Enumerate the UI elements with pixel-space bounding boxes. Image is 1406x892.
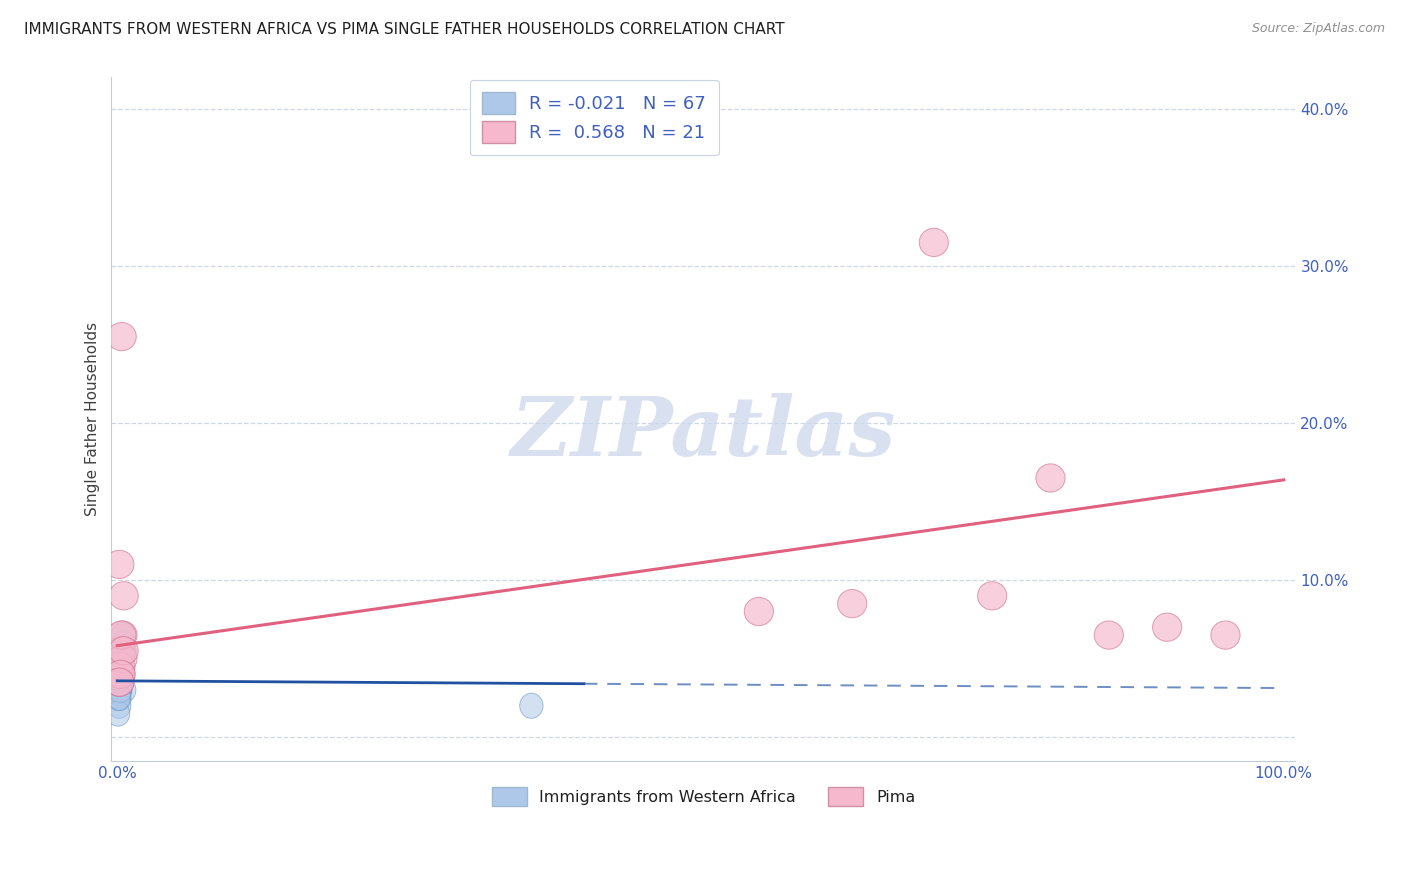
Ellipse shape [110, 637, 138, 665]
Ellipse shape [107, 685, 129, 710]
Ellipse shape [111, 654, 135, 679]
Ellipse shape [110, 670, 132, 695]
Ellipse shape [105, 668, 134, 697]
Ellipse shape [108, 678, 131, 703]
Ellipse shape [108, 685, 131, 710]
Ellipse shape [108, 670, 132, 695]
Ellipse shape [110, 662, 134, 687]
Ellipse shape [107, 685, 131, 710]
Ellipse shape [108, 678, 131, 703]
Y-axis label: Single Father Households: Single Father Households [86, 322, 100, 516]
Ellipse shape [110, 654, 132, 679]
Text: Source: ZipAtlas.com: Source: ZipAtlas.com [1251, 22, 1385, 36]
Ellipse shape [111, 646, 135, 671]
Ellipse shape [108, 670, 132, 695]
Ellipse shape [110, 662, 134, 687]
Ellipse shape [107, 701, 129, 726]
Ellipse shape [107, 685, 129, 710]
Ellipse shape [1153, 613, 1181, 641]
Ellipse shape [920, 228, 949, 257]
Ellipse shape [105, 660, 135, 689]
Ellipse shape [107, 678, 131, 703]
Ellipse shape [107, 685, 131, 710]
Ellipse shape [107, 678, 131, 703]
Ellipse shape [108, 678, 131, 703]
Ellipse shape [111, 623, 135, 648]
Ellipse shape [108, 678, 131, 703]
Ellipse shape [105, 668, 134, 697]
Ellipse shape [112, 638, 135, 664]
Ellipse shape [108, 662, 132, 687]
Ellipse shape [107, 678, 131, 703]
Ellipse shape [108, 670, 132, 695]
Ellipse shape [105, 652, 135, 681]
Ellipse shape [110, 654, 134, 679]
Ellipse shape [111, 654, 135, 679]
Ellipse shape [110, 662, 134, 687]
Ellipse shape [520, 693, 543, 718]
Text: ZIPatlas: ZIPatlas [510, 392, 896, 473]
Ellipse shape [110, 662, 132, 687]
Ellipse shape [107, 685, 131, 710]
Ellipse shape [111, 662, 134, 687]
Ellipse shape [107, 678, 131, 703]
Ellipse shape [111, 654, 134, 679]
Ellipse shape [110, 662, 132, 687]
Ellipse shape [107, 637, 136, 665]
Ellipse shape [107, 685, 131, 710]
Ellipse shape [1036, 464, 1066, 492]
Ellipse shape [112, 638, 135, 664]
Ellipse shape [110, 582, 138, 610]
Ellipse shape [107, 323, 136, 351]
Ellipse shape [111, 646, 134, 671]
Ellipse shape [107, 621, 136, 649]
Ellipse shape [744, 598, 773, 625]
Ellipse shape [105, 660, 135, 689]
Ellipse shape [108, 670, 132, 695]
Ellipse shape [107, 685, 129, 710]
Ellipse shape [110, 662, 134, 687]
Ellipse shape [1211, 621, 1240, 649]
Ellipse shape [108, 670, 132, 695]
Ellipse shape [1094, 621, 1123, 649]
Ellipse shape [108, 670, 132, 695]
Ellipse shape [977, 582, 1007, 610]
Ellipse shape [108, 621, 136, 649]
Ellipse shape [107, 678, 131, 703]
Ellipse shape [112, 678, 136, 703]
Ellipse shape [110, 670, 134, 695]
Ellipse shape [108, 645, 136, 673]
Ellipse shape [110, 662, 134, 687]
Ellipse shape [838, 590, 866, 618]
Ellipse shape [108, 670, 132, 695]
Ellipse shape [108, 662, 132, 687]
Ellipse shape [108, 678, 132, 703]
Text: IMMIGRANTS FROM WESTERN AFRICA VS PIMA SINGLE FATHER HOUSEHOLDS CORRELATION CHAR: IMMIGRANTS FROM WESTERN AFRICA VS PIMA S… [24, 22, 785, 37]
Ellipse shape [105, 550, 134, 579]
Ellipse shape [111, 654, 134, 679]
Ellipse shape [110, 662, 132, 687]
Ellipse shape [110, 662, 134, 687]
Ellipse shape [111, 631, 135, 656]
Ellipse shape [108, 662, 132, 687]
Ellipse shape [108, 670, 132, 695]
Ellipse shape [107, 678, 131, 703]
Ellipse shape [108, 670, 132, 695]
Legend: Immigrants from Western Africa, Pima: Immigrants from Western Africa, Pima [484, 779, 924, 814]
Ellipse shape [108, 670, 132, 695]
Ellipse shape [108, 693, 131, 718]
Ellipse shape [110, 662, 132, 687]
Ellipse shape [108, 678, 131, 703]
Ellipse shape [108, 678, 131, 703]
Ellipse shape [111, 654, 134, 679]
Ellipse shape [107, 685, 129, 710]
Ellipse shape [108, 670, 132, 695]
Ellipse shape [108, 670, 132, 695]
